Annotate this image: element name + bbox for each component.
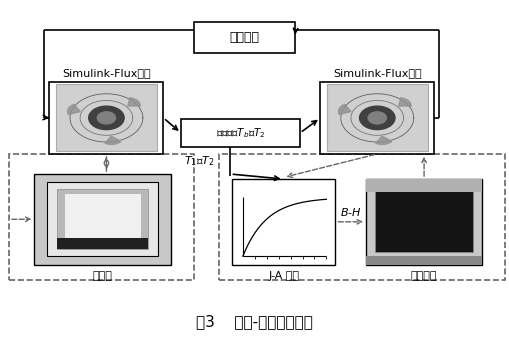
Bar [47, 183, 158, 256]
Bar [34, 174, 171, 265]
Text: 热模型: 热模型 [93, 271, 112, 281]
Text: $B$-$H$: $B$-$H$ [340, 206, 361, 218]
Circle shape [368, 112, 386, 124]
Text: 温度参数$T_b$，$T_2$: 温度参数$T_b$，$T_2$ [216, 126, 265, 140]
Bar [232, 179, 335, 265]
Bar [320, 82, 434, 154]
Bar [181, 119, 300, 147]
Bar [9, 154, 194, 280]
Circle shape [359, 106, 395, 129]
Circle shape [89, 106, 124, 129]
Circle shape [97, 112, 116, 124]
Bar [49, 82, 163, 154]
Bar [194, 22, 295, 53]
Text: $T_1$、$T_2$: $T_1$、$T_2$ [184, 154, 214, 168]
Bar [366, 256, 483, 265]
Bar [327, 84, 428, 151]
Wedge shape [399, 98, 411, 106]
Bar [366, 179, 483, 192]
Bar [57, 238, 148, 249]
Wedge shape [68, 104, 80, 115]
Text: 电磁模型: 电磁模型 [411, 271, 437, 281]
Bar [366, 179, 483, 265]
Bar [57, 189, 148, 249]
Text: J-A 模型: J-A 模型 [268, 271, 299, 281]
Text: 图3    电磁-热耦合示意图: 图3 电磁-热耦合示意图 [196, 314, 313, 329]
Bar [375, 185, 473, 252]
Wedge shape [338, 104, 351, 115]
Bar [56, 84, 157, 151]
Text: 线圈功率: 线圈功率 [230, 31, 260, 44]
Wedge shape [105, 136, 121, 144]
Bar [65, 194, 140, 238]
Text: Simulink-Flux联合: Simulink-Flux联合 [62, 69, 151, 78]
Wedge shape [128, 98, 140, 106]
Text: Simulink-Flux联合: Simulink-Flux联合 [333, 69, 421, 78]
Wedge shape [376, 136, 392, 144]
Bar [219, 154, 505, 280]
